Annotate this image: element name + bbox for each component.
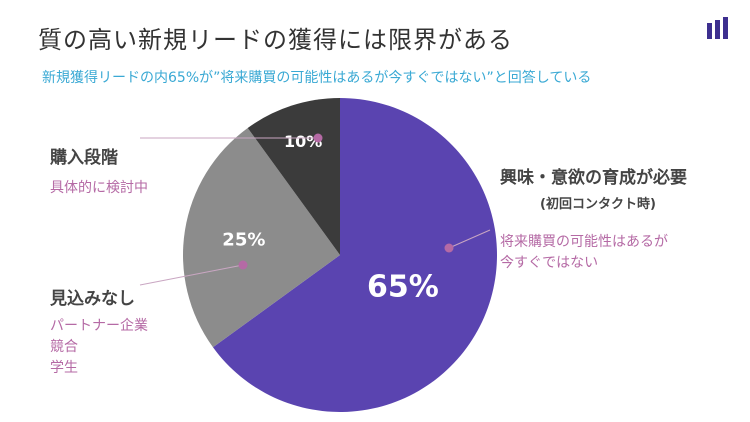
callout-leader-line xyxy=(139,264,244,286)
purchase-stage-line: 具体的に検討中 xyxy=(50,180,148,196)
no-prospect-line: 競合 xyxy=(50,339,78,355)
no-prospect-title: 見込みなし xyxy=(50,289,135,309)
nurture-line: 今すぐではない xyxy=(500,255,599,271)
no-prospect-desc: パートナー企業 競合 学生 xyxy=(50,316,148,379)
pie-slice-label: 65% xyxy=(367,270,439,305)
no-prospect-line: パートナー企業 xyxy=(50,318,148,334)
pie-slice-label: 25% xyxy=(222,229,265,250)
nurture-desc: 将来購買の可能性はあるが 今すぐではない xyxy=(500,232,668,274)
callout-dot xyxy=(238,260,248,270)
brand-logo-icon xyxy=(707,17,728,39)
purchase-stage-desc: 具体的に検討中 xyxy=(50,178,148,199)
purchase-stage-title: 購入段階 xyxy=(50,148,118,168)
page-title: 質の高い新規リードの獲得には限界がある xyxy=(38,26,513,54)
nurture-line: 将来購買の可能性はあるが xyxy=(500,234,668,250)
no-prospect-line: 学生 xyxy=(50,360,78,376)
pie-slice xyxy=(183,127,340,348)
pie-slice-label: 10% xyxy=(284,132,322,151)
callout-dot xyxy=(313,133,323,143)
pie-slice xyxy=(212,98,498,412)
page-subtitle: 新規獲得リードの内65%が”将来購買の可能性はあるが今すぐではない”と回答してい… xyxy=(42,70,592,86)
callout-leader-line xyxy=(448,229,491,249)
nurture-title: 興味・意欲の育成が必要 xyxy=(500,168,687,188)
callout-dot xyxy=(444,243,454,253)
nurture-note: (初回コンタクト時) xyxy=(540,197,656,212)
